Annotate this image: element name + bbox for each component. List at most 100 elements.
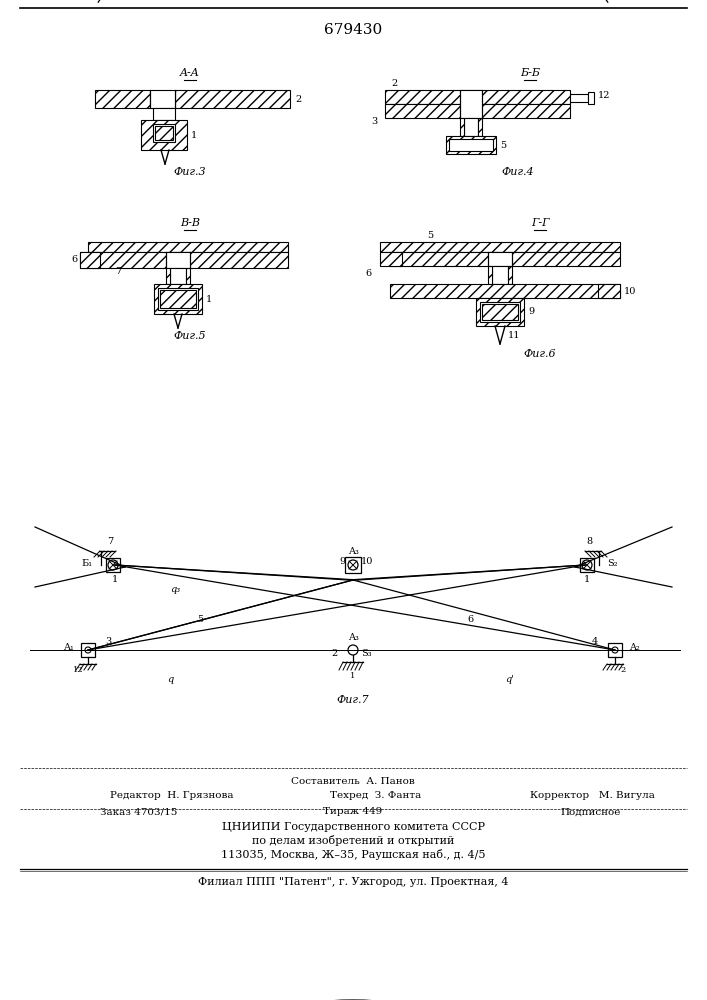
Text: 12: 12 <box>598 92 611 101</box>
Text: A₂: A₂ <box>629 644 640 652</box>
Text: 7: 7 <box>107 536 113 546</box>
Bar <box>166 268 170 284</box>
Text: 3: 3 <box>370 117 377 126</box>
Text: 1: 1 <box>112 574 118 584</box>
Text: 7: 7 <box>115 266 121 275</box>
Bar <box>508 266 512 284</box>
Text: A₃: A₃ <box>348 634 358 643</box>
Text: Редактор  Н. Грязнова: Редактор Н. Грязнова <box>110 790 233 800</box>
Bar <box>449 139 493 151</box>
Text: Фиг.4: Фиг.4 <box>502 167 534 177</box>
Text: Подписное: Подписное <box>560 808 620 816</box>
Text: Г-Г: Г-Г <box>531 218 549 228</box>
Bar <box>186 268 190 284</box>
Text: 1: 1 <box>350 672 356 680</box>
Bar <box>141 120 187 150</box>
Bar <box>158 288 198 310</box>
Text: A-A: A-A <box>180 68 200 78</box>
Bar <box>446 136 496 154</box>
Text: ЦНИИПИ Государственного комитета СССР: ЦНИИПИ Государственного комитета СССР <box>221 822 484 832</box>
Text: 11: 11 <box>508 332 520 340</box>
Text: 2: 2 <box>332 648 338 658</box>
Bar <box>460 118 464 136</box>
Bar <box>175 90 290 108</box>
Text: Б₁: Б₁ <box>82 558 93 568</box>
Text: 4: 4 <box>592 638 598 647</box>
Bar <box>570 94 588 102</box>
Bar <box>385 104 570 118</box>
Text: 5: 5 <box>427 232 433 240</box>
Text: 1: 1 <box>206 294 212 304</box>
Bar <box>153 108 175 120</box>
Bar <box>88 242 288 252</box>
Text: A₃: A₃ <box>348 546 358 556</box>
Text: 2: 2 <box>392 80 398 89</box>
Bar <box>155 126 173 140</box>
Bar <box>345 557 361 573</box>
Text: A₁: A₁ <box>63 644 74 652</box>
Text: 12: 12 <box>73 666 83 674</box>
Text: S₂: S₂ <box>607 558 617 568</box>
Text: по делам изобретений и открытий: по делам изобретений и открытий <box>252 836 454 846</box>
Text: 2: 2 <box>295 95 301 104</box>
Text: Техред  З. Фанта: Техред З. Фанта <box>330 790 421 800</box>
Text: 9: 9 <box>528 308 534 316</box>
Bar <box>492 266 508 284</box>
Bar <box>460 90 482 118</box>
Text: Б-Б: Б-Б <box>520 68 540 78</box>
Text: q₃: q₃ <box>170 585 180 594</box>
Text: В-В: В-В <box>180 218 200 228</box>
Bar <box>488 252 512 266</box>
Text: Филиал ППП "Патент", г. Ужгород, ул. Проектная, 4: Филиал ППП "Патент", г. Ужгород, ул. Про… <box>198 877 508 887</box>
Bar <box>482 304 518 320</box>
Text: 5: 5 <box>500 140 506 149</box>
Bar <box>488 266 492 284</box>
Text: 1: 1 <box>191 130 197 139</box>
Bar <box>95 90 150 108</box>
Bar <box>106 558 120 572</box>
Bar <box>166 252 190 268</box>
Text: 5: 5 <box>197 615 203 624</box>
Text: 9: 9 <box>339 558 345 566</box>
Text: 6: 6 <box>366 269 372 278</box>
Bar <box>480 302 520 322</box>
Text: Корректор   М. Вигула: Корректор М. Вигула <box>530 790 655 800</box>
Text: q: q <box>167 676 173 684</box>
Text: 3: 3 <box>105 638 111 647</box>
Bar <box>150 90 175 108</box>
Text: Заказ 4703/15: Заказ 4703/15 <box>100 808 177 816</box>
Text: Фиг.7: Фиг.7 <box>337 695 369 705</box>
Text: 679430: 679430 <box>324 23 382 37</box>
Bar <box>80 252 288 268</box>
Text: Фиг.5: Фиг.5 <box>174 331 206 341</box>
Bar <box>154 284 202 314</box>
Bar <box>390 252 620 266</box>
Text: 6: 6 <box>72 255 78 264</box>
Bar <box>170 268 186 284</box>
Text: 10: 10 <box>624 286 636 296</box>
Text: 10: 10 <box>361 558 373 566</box>
Text: Тираж 449: Тираж 449 <box>323 808 382 816</box>
Bar <box>476 298 524 326</box>
Text: Фиг.3: Фиг.3 <box>174 167 206 177</box>
Bar <box>380 242 620 252</box>
Text: Фиг.6: Фиг.6 <box>524 349 556 359</box>
Bar <box>160 290 196 308</box>
Text: 1: 1 <box>584 574 590 584</box>
Bar <box>390 284 620 298</box>
Bar <box>598 284 620 298</box>
Bar <box>478 118 482 136</box>
Bar <box>580 558 594 572</box>
Text: q': q' <box>506 676 515 684</box>
Bar <box>464 118 478 136</box>
Bar <box>153 124 175 142</box>
Bar <box>385 90 570 104</box>
Text: 6: 6 <box>467 615 473 624</box>
Bar <box>380 252 402 266</box>
Text: Составитель  А. Панов: Составитель А. Панов <box>291 776 415 786</box>
Bar <box>80 252 100 268</box>
Text: 113035, Москва, Ж–35, Раушская наб., д. 4/5: 113035, Москва, Ж–35, Раушская наб., д. … <box>221 850 485 860</box>
Text: S₃: S₃ <box>361 650 372 658</box>
Bar <box>588 92 594 104</box>
Text: 8: 8 <box>586 536 592 546</box>
